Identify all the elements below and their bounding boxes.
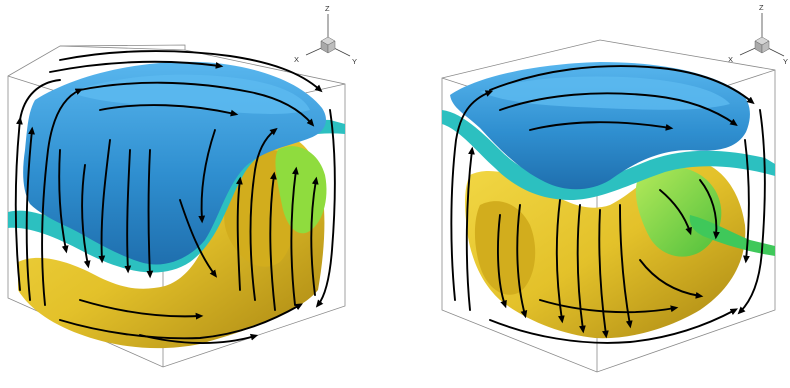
left-axis-label-y: Y — [352, 57, 357, 66]
right-axis-triad: Z X Y — [728, 3, 788, 66]
left-triad-cube-icon — [320, 36, 336, 54]
left-axis-label-x: X — [294, 55, 299, 64]
right-interface-band — [442, 110, 775, 200]
left-axis-triad: Z X Y — [294, 4, 357, 66]
right-triad-cube-icon — [754, 36, 770, 54]
left-axis-label-z: Z — [325, 4, 330, 13]
left-mid-right-lobe — [275, 146, 327, 234]
right-green-ribbon — [689, 215, 775, 256]
right-axis-label-z: Z — [759, 3, 764, 12]
right-lower-lobe — [474, 201, 536, 295]
right-panel: Z X Y — [441, 3, 788, 373]
left-panel: Z X Y — [7, 4, 357, 368]
left-streamlines — [14, 50, 336, 344]
right-streamlines — [450, 65, 766, 344]
right-axis-label-y: Y — [783, 57, 788, 66]
right-axis-label-x: X — [728, 55, 733, 64]
